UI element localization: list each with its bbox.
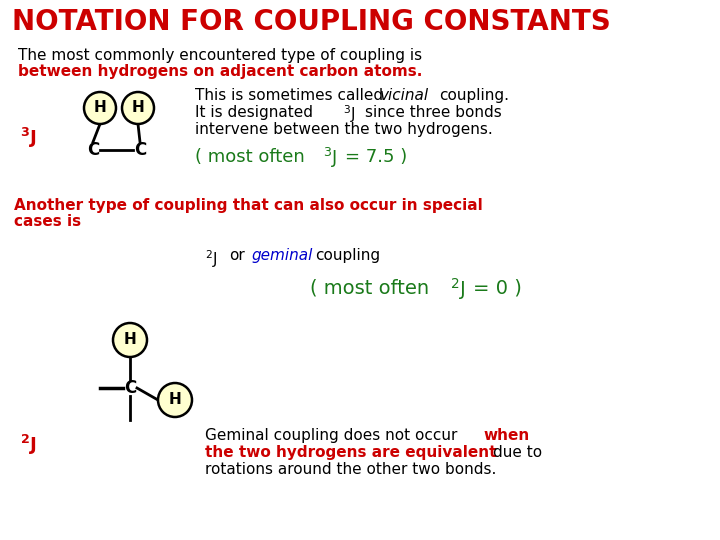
Text: C: C (134, 141, 146, 159)
Circle shape (158, 383, 192, 417)
Text: $^2$J: $^2$J (205, 248, 217, 269)
Text: or: or (229, 248, 245, 263)
Text: vicinal: vicinal (380, 88, 429, 103)
Circle shape (122, 92, 154, 124)
Text: $^2$J: $^2$J (450, 276, 465, 302)
Text: The most commonly encountered type of coupling is: The most commonly encountered type of co… (18, 48, 422, 63)
Text: ( most often: ( most often (310, 278, 429, 297)
Text: coupling: coupling (315, 248, 380, 263)
Text: coupling.: coupling. (439, 88, 509, 103)
Text: H: H (124, 333, 136, 348)
Text: between hydrogens on adjacent carbon atoms.: between hydrogens on adjacent carbon ato… (18, 64, 423, 79)
Text: $^3$J: $^3$J (343, 103, 356, 125)
Text: the two hydrogens are equivalent: the two hydrogens are equivalent (205, 445, 497, 460)
Text: $\mathbf{^3J}$: $\mathbf{^3J}$ (20, 126, 37, 150)
Text: cases is: cases is (14, 214, 81, 229)
Text: Geminal coupling does not occur: Geminal coupling does not occur (205, 428, 457, 443)
Text: ( most often: ( most often (195, 148, 305, 166)
Text: This is sometimes called: This is sometimes called (195, 88, 383, 103)
Text: when: when (483, 428, 529, 443)
Text: H: H (168, 393, 181, 408)
Circle shape (84, 92, 116, 124)
Text: since three bonds: since three bonds (365, 105, 502, 120)
Text: due to: due to (493, 445, 542, 460)
Text: = 7.5 ): = 7.5 ) (345, 148, 408, 166)
Text: C: C (87, 141, 99, 159)
Text: It is designated: It is designated (195, 105, 313, 120)
Text: geminal: geminal (251, 248, 312, 263)
Text: intervene between the two hydrogens.: intervene between the two hydrogens. (195, 122, 492, 137)
Circle shape (113, 323, 147, 357)
Text: NOTATION FOR COUPLING CONSTANTS: NOTATION FOR COUPLING CONSTANTS (12, 8, 611, 36)
Text: H: H (132, 100, 145, 116)
Text: = 0 ): = 0 ) (473, 278, 522, 297)
Text: rotations around the other two bonds.: rotations around the other two bonds. (205, 462, 496, 477)
Text: $^3$J: $^3$J (323, 146, 337, 170)
Text: H: H (94, 100, 107, 116)
Text: C: C (124, 379, 136, 397)
Text: $\mathbf{^2J}$: $\mathbf{^2J}$ (20, 433, 37, 457)
Text: Another type of coupling that can also occur in special: Another type of coupling that can also o… (14, 198, 482, 213)
